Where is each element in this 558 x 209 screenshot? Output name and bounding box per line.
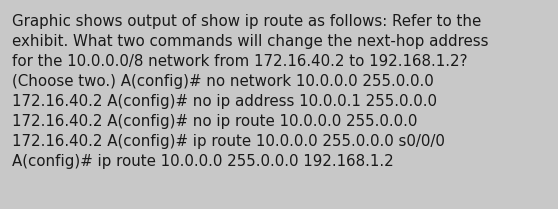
Text: Graphic shows output of show ip route as follows: Refer to the
exhibit. What two: Graphic shows output of show ip route as… [12, 14, 488, 169]
